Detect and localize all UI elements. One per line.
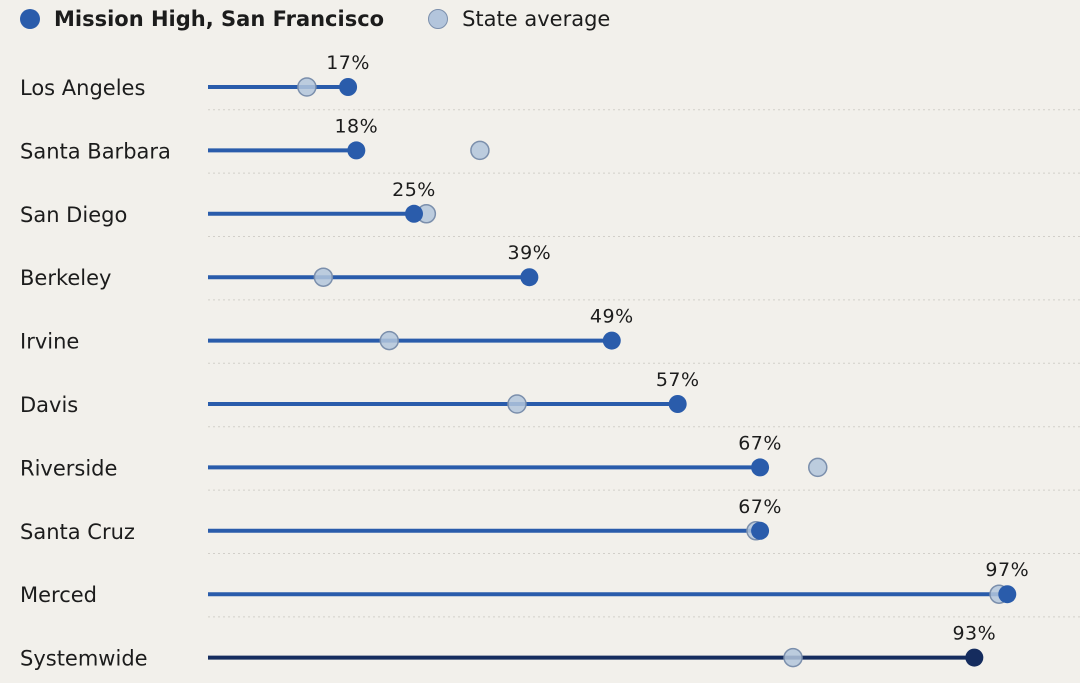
legend: Mission High, San Francisco State averag… <box>20 4 654 34</box>
value-label-santa-barbara: 18% <box>334 115 378 137</box>
legend-item-state: State average <box>428 7 610 31</box>
mission-dot-systemwide <box>965 648 984 667</box>
state-dot-systemwide <box>783 647 803 668</box>
row-label-merced: Merced <box>20 583 97 607</box>
value-label-irvine: 49% <box>590 306 634 328</box>
value-label-los-angeles: 17% <box>326 52 370 74</box>
row-label-santa-barbara: Santa Barbara <box>20 139 171 163</box>
mission-dot-riverside <box>751 458 770 477</box>
mission-dot-davis <box>668 395 687 413</box>
legend-swatch-mission <box>20 9 40 29</box>
mission-dot-santa-barbara <box>347 141 366 160</box>
mission-dot-los-angeles <box>339 78 358 96</box>
legend-label-mission: Mission High, San Francisco <box>54 7 385 31</box>
row-label-irvine: Irvine <box>20 330 79 354</box>
value-label-merced: 97% <box>985 559 1029 581</box>
legend-label-state: State average <box>462 7 611 31</box>
value-label-san-diego: 25% <box>392 179 436 201</box>
state-dot-irvine <box>379 330 400 351</box>
state-dot-berkeley <box>313 267 334 287</box>
row-label-riverside: Riverside <box>20 456 117 480</box>
value-label-riverside: 67% <box>738 432 782 454</box>
mission-dot-merced <box>998 585 1017 604</box>
value-label-berkeley: 39% <box>507 242 551 264</box>
state-dot-santa-barbara <box>470 140 490 161</box>
mission-dot-irvine <box>602 331 621 350</box>
state-dot-los-angeles <box>297 77 317 97</box>
mission-dot-santa-cruz <box>751 521 770 540</box>
row-label-santa-cruz: Santa Cruz <box>20 520 135 544</box>
legend-swatch-state <box>428 9 449 29</box>
row-label-san-diego: San Diego <box>20 203 127 227</box>
row-label-davis: Davis <box>20 393 78 417</box>
row-label-los-angeles: Los Angeles <box>20 76 145 100</box>
value-label-systemwide: 93% <box>952 623 996 645</box>
value-label-davis: 57% <box>656 369 700 391</box>
row-label-berkeley: Berkeley <box>20 266 111 290</box>
legend-item-mission: Mission High, San Francisco <box>20 7 384 31</box>
state-dot-davis <box>507 394 527 414</box>
mission-dot-berkeley <box>520 268 539 287</box>
state-dot-riverside <box>808 457 828 478</box>
row-label-systemwide: Systemwide <box>20 647 148 671</box>
value-label-santa-cruz: 67% <box>738 496 782 518</box>
mission-dot-san-diego <box>405 204 423 223</box>
